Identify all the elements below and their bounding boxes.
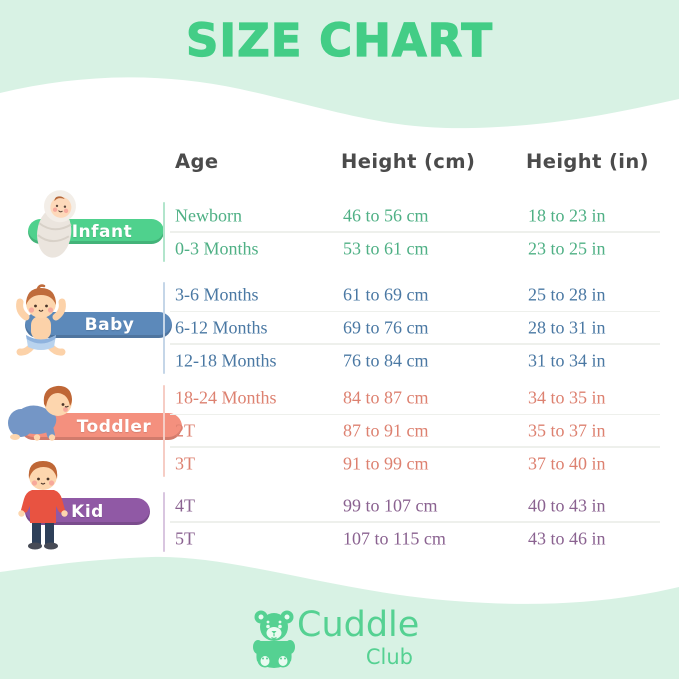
cell-height-in: 28 to 31 in: [528, 317, 606, 338]
table-row: 18-24 Months 84 to 87 cm 34 to 35 in: [0, 382, 679, 415]
table-row: Newborn 46 to 56 cm 18 to 23 in: [0, 199, 679, 232]
cell-height-in: 35 to 37 in: [528, 420, 606, 441]
cell-height-cm: 46 to 56 cm: [343, 205, 429, 225]
cell-age: 6-12 Months: [175, 317, 268, 338]
brand-name-secondary: Club: [365, 645, 413, 669]
swaddled-infant-icon: [37, 190, 76, 258]
cell-height-cm: 91 to 99 cm: [343, 453, 429, 474]
cell-age: 3T: [175, 453, 195, 474]
brand-wordmark: Cuddle Club: [297, 604, 420, 669]
group-accent-line: [163, 492, 165, 552]
cell-height-in: 23 to 25 in: [528, 238, 606, 258]
cell-height-cm: 84 to 87 cm: [343, 387, 429, 408]
group-accent-line: [163, 385, 165, 477]
table-row: 0-3 Months 53 to 61 cm 23 to 25 in: [0, 231, 679, 265]
group-kid: Kid 4T 99 to 107 cm 40 to 43 in 5T 107 t…: [0, 461, 679, 555]
cell-height-in: 43 to 46 in: [528, 528, 606, 548]
group-baby: Baby 3-6 Months 61 to 69 cm 25 to 28 in …: [0, 279, 679, 377]
cell-height-in: 40 to 43 in: [528, 495, 606, 515]
column-header-height-in: Height (in): [526, 150, 649, 173]
cell-height-in: 25 to 28 in: [528, 284, 606, 305]
cell-age: 2T: [175, 420, 195, 441]
cell-height-cm: 61 to 69 cm: [343, 284, 429, 305]
cell-height-cm: 53 to 61 cm: [343, 238, 429, 258]
table-row: 4T 99 to 107 cm 40 to 43 in: [0, 489, 679, 522]
group-accent-line: [163, 202, 165, 262]
cell-height-in: 31 to 34 in: [528, 350, 606, 371]
column-header-age: Age: [175, 150, 219, 173]
table-row: 3T 91 to 99 cm 37 to 40 in: [0, 446, 679, 480]
table-row: 6-12 Months 69 to 76 cm 28 to 31 in: [0, 310, 679, 345]
group-accent-line: [163, 282, 165, 374]
cell-height-cm: 107 to 115 cm: [343, 528, 446, 548]
standing-kid-icon: [18, 461, 68, 550]
table-row: 5T 107 to 115 cm 43 to 46 in: [0, 521, 679, 555]
table-row: 2T 87 to 91 cm 35 to 37 in: [0, 413, 679, 448]
cell-height-cm: 69 to 76 cm: [343, 317, 429, 338]
group-infant: Infant Newborn 46 to 56 cm 18 to 23 in 0…: [0, 190, 679, 265]
table-row: 12-18 Months 76 to 84 cm 31 to 34 in: [0, 343, 679, 377]
column-header-height-cm: Height (cm): [341, 150, 476, 173]
cell-height-in: 37 to 40 in: [528, 453, 606, 474]
cell-age: 3-6 Months: [175, 284, 259, 305]
table-header-row: Age Height (cm) Height (in): [0, 150, 679, 178]
cell-height-cm: 76 to 84 cm: [343, 350, 429, 371]
cell-age: 12-18 Months: [175, 350, 277, 371]
cell-age: Newborn: [175, 205, 242, 225]
cell-age: 18-24 Months: [175, 387, 277, 408]
page-title: SIZE CHART: [185, 13, 494, 67]
brand-name-primary: Cuddle: [297, 605, 420, 645]
group-toddler: Toddler 18-24 Months 84 to 87 cm 34 to 3…: [0, 382, 679, 480]
cell-height-in: 18 to 23 in: [528, 205, 606, 225]
cell-height-cm: 87 to 91 cm: [343, 420, 429, 441]
cell-age: 0-3 Months: [175, 238, 259, 258]
teddy-bear-icon: [253, 610, 295, 668]
sitting-baby-icon: [16, 284, 66, 356]
cell-age: 5T: [175, 528, 195, 548]
cell-height-cm: 99 to 107 cm: [343, 495, 438, 515]
crawling-toddler-icon: [8, 385, 72, 441]
table-row: 3-6 Months 61 to 69 cm 25 to 28 in: [0, 279, 679, 312]
cell-age: 4T: [175, 495, 195, 515]
cell-height-in: 34 to 35 in: [528, 387, 606, 408]
